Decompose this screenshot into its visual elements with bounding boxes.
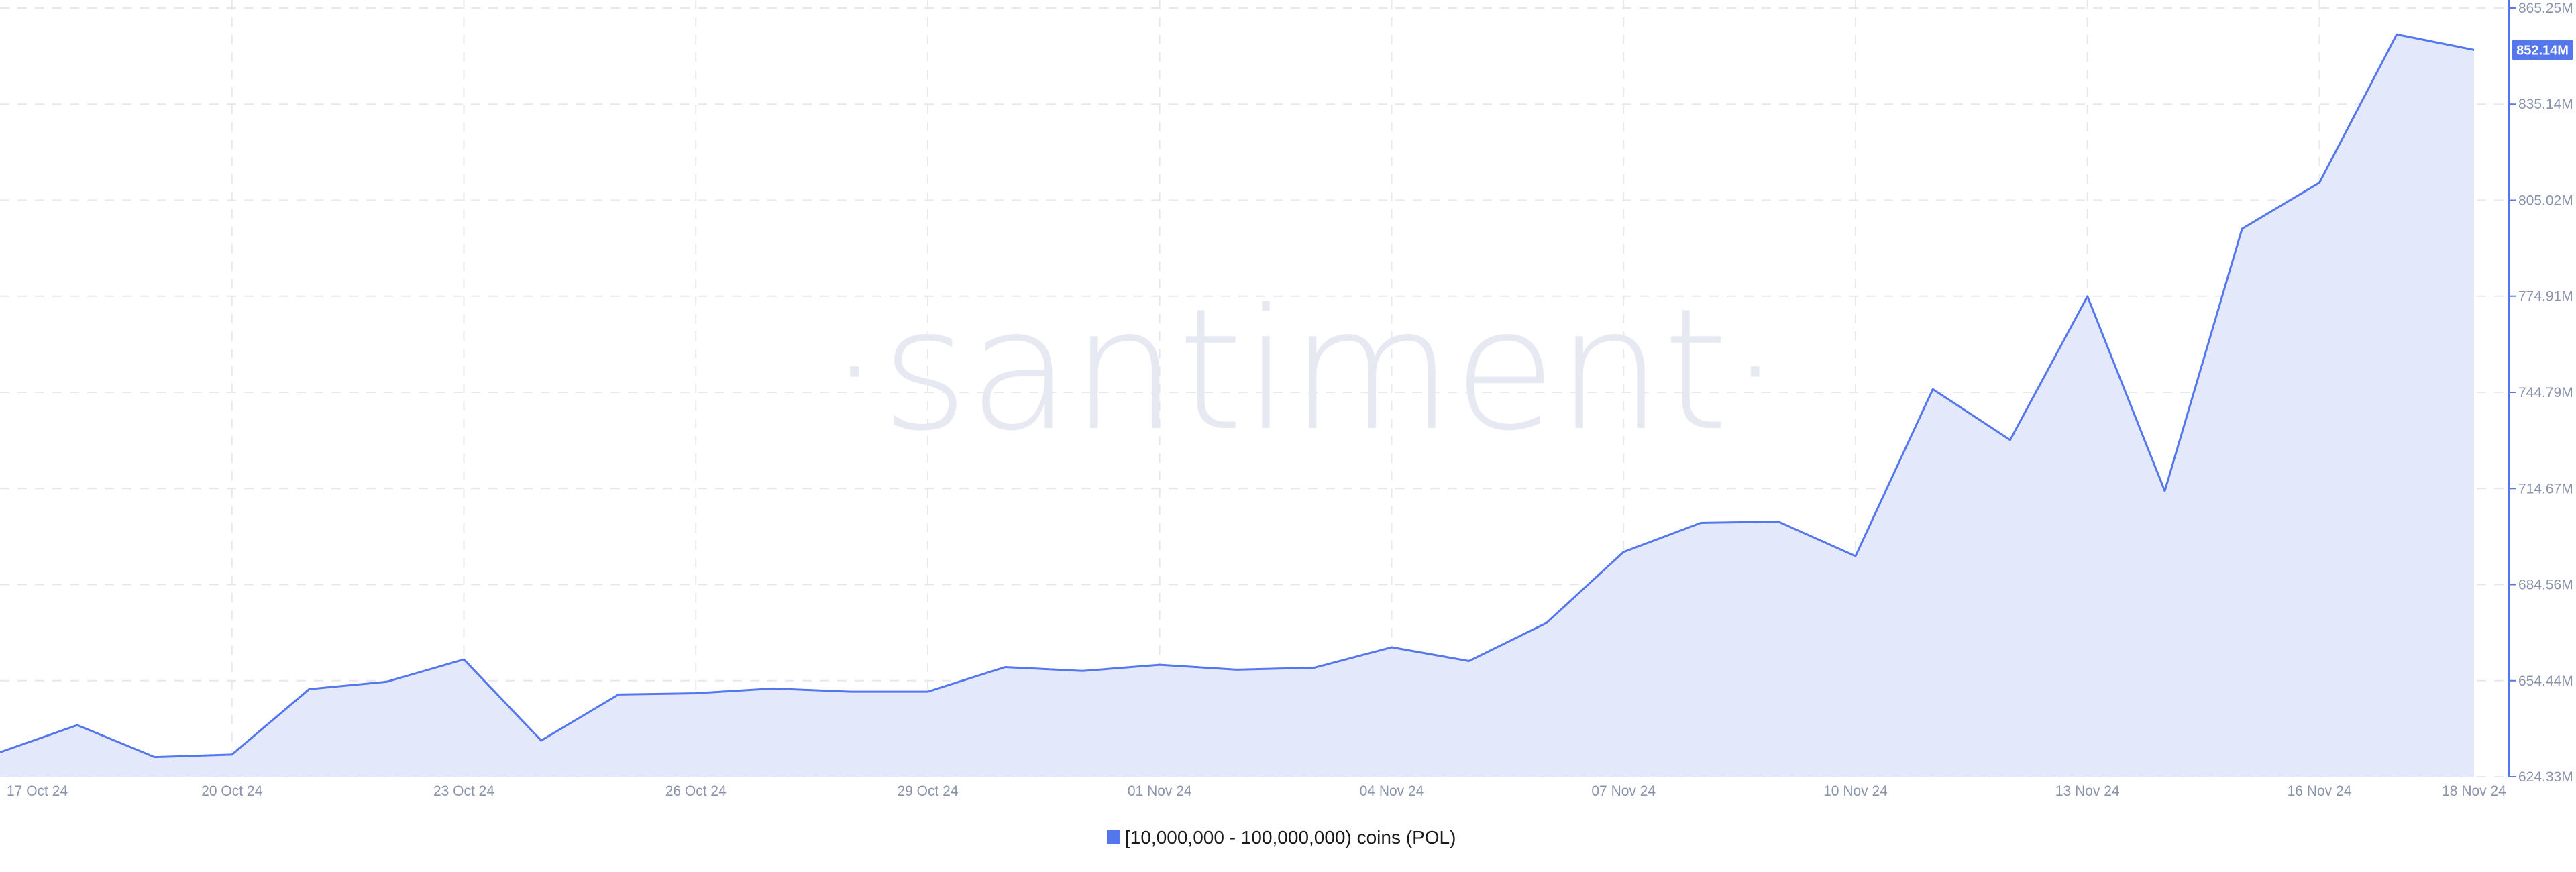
data-point — [2318, 180, 2322, 184]
data-point — [694, 692, 698, 696]
data-point — [771, 686, 775, 690]
data-point — [153, 755, 157, 759]
x-axis-ticks: 17 Oct 24 20 Oct 24 23 Oct 24 26 Oct 24 29 O… — [7, 783, 2506, 799]
data-point — [2395, 32, 2399, 36]
legend-swatch — [1107, 830, 1120, 844]
data-point — [307, 687, 311, 691]
y-tick-label: 865.25M — [2518, 1, 2573, 16]
data-point — [1390, 645, 1394, 649]
legend[interactable]: [10,000,000 - 100,000,000) coins (POL) — [1107, 827, 1456, 848]
last-value-label: 852.14M — [2516, 43, 2569, 58]
data-point — [384, 679, 388, 684]
series-line — [0, 33, 2475, 759]
y-tick-label: 774.91M — [2518, 289, 2573, 305]
data-point — [2163, 489, 2167, 493]
data-point — [1776, 520, 1780, 524]
y-tick-label: 624.33M — [2518, 769, 2573, 785]
data-point — [75, 723, 79, 727]
data-point — [539, 739, 543, 743]
data-point — [1544, 621, 1548, 625]
data-point — [1931, 387, 1935, 391]
data-point — [1003, 665, 1007, 669]
data-point — [1235, 667, 1239, 671]
x-tick-label: 10 Nov 24 — [1823, 783, 1888, 799]
data-point — [1312, 665, 1316, 669]
y-tick-label: 835.14M — [2518, 97, 2573, 112]
x-tick-label: 16 Nov 24 — [2288, 783, 2352, 799]
y-axis-ticks: 624.33M 654.44M 684.56M 714.67M 744.79M 774.9… — [2509, 1, 2573, 785]
x-tick-label: 17 Oct 24 — [7, 783, 68, 799]
y-tick-label: 744.79M — [2518, 385, 2573, 400]
x-tick-label: 07 Nov 24 — [1591, 783, 1656, 799]
legend-label: [10,000,000 - 100,000,000) coins (POL) — [1125, 827, 1456, 848]
x-tick-label: 18 Nov 24 — [2442, 783, 2506, 799]
x-tick-label: 13 Nov 24 — [2055, 783, 2120, 799]
last-value-badge: 852.14M — [2512, 40, 2573, 60]
data-point — [230, 753, 234, 757]
y-tick-label: 654.44M — [2518, 673, 2573, 689]
data-point — [1854, 554, 1858, 558]
data-point — [1699, 521, 1703, 525]
data-point — [616, 692, 621, 696]
data-point — [849, 690, 853, 694]
x-tick-label: 20 Oct 24 — [201, 783, 262, 799]
data-point — [2086, 294, 2090, 298]
data-point — [1158, 663, 1162, 667]
last-value-badge-bg — [2512, 40, 2573, 60]
data-point — [2472, 48, 2476, 52]
data-point — [462, 657, 466, 661]
data-point — [1081, 669, 1085, 673]
data-point — [1621, 550, 1625, 554]
x-tick-label: 01 Nov 24 — [1128, 783, 1192, 799]
data-point — [926, 690, 930, 694]
data-point — [2240, 227, 2244, 231]
data-point — [1467, 659, 1471, 663]
data-point — [2008, 438, 2012, 442]
y-tick-label: 805.02M — [2518, 193, 2573, 209]
watermark: ·santiment· — [828, 272, 1782, 468]
x-tick-label: 26 Oct 24 — [665, 783, 727, 799]
x-tick-label: 29 Oct 24 — [897, 783, 958, 799]
series-area — [0, 34, 2474, 777]
x-tick-label: 04 Nov 24 — [1360, 783, 1424, 799]
y-tick-label: 684.56M — [2518, 578, 2573, 593]
y-tick-label: 714.67M — [2518, 481, 2573, 496]
x-tick-label: 23 Oct 24 — [433, 783, 494, 799]
